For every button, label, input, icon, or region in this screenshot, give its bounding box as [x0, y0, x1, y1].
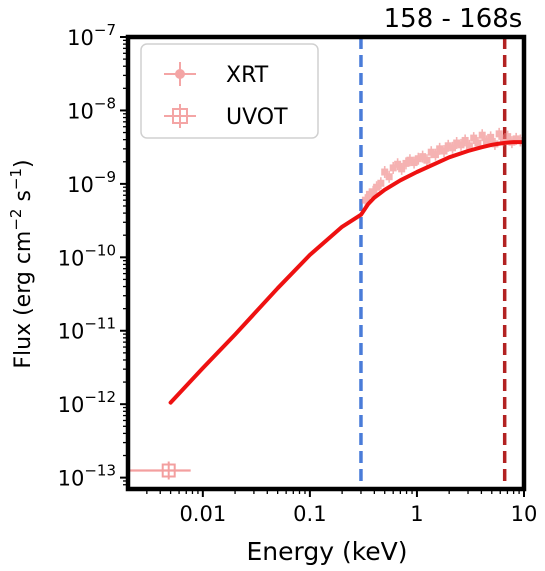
legend-marker: [164, 104, 196, 128]
y-tick-base: 10: [67, 26, 94, 50]
y-tick-label: 10−12: [58, 388, 116, 417]
xrt-point: [457, 141, 465, 149]
legend-marker-square: [172, 108, 188, 124]
xrt-point: [504, 133, 512, 141]
xrt-point: [449, 144, 457, 152]
x-tick-label: 0.1: [293, 502, 326, 526]
y-label-part: Flux (erg cm: [11, 231, 36, 369]
y-label-sup: −1: [7, 168, 25, 190]
y-tick-label: 10−8: [67, 94, 116, 123]
x-tick-label: 0.01: [179, 502, 226, 526]
xrt-point: [440, 147, 448, 155]
y-tick-label: 10−13: [58, 462, 116, 491]
xrt-point: [361, 196, 369, 204]
y-tick-label: 10−11: [58, 315, 116, 344]
xrt-point: [373, 183, 381, 191]
xrt-point: [495, 130, 503, 138]
uvot-series: [128, 461, 191, 480]
y-tick-exponent: −9: [94, 168, 116, 186]
xrt-point: [461, 136, 469, 144]
xrt-series: [361, 127, 524, 207]
y-tick-base: 10: [58, 393, 85, 417]
y-tick-base: 10: [58, 246, 85, 270]
xrt-point: [487, 133, 495, 141]
x-axis-label: Energy (keV): [246, 537, 407, 566]
x-tick-label: 10: [511, 502, 538, 526]
y-tick-exponent: −7: [94, 21, 116, 39]
axes: 0.01 0.1 1 1010−1310−1210−1110−1010−910−810…: [58, 21, 538, 526]
xrt-point: [423, 156, 431, 164]
xrt-point: [419, 153, 427, 161]
y-tick-label: 10−10: [58, 241, 116, 270]
xrt-point: [465, 142, 473, 150]
y-tick-exponent: −13: [84, 462, 116, 480]
xrt-point: [381, 168, 389, 176]
legend-box: [140, 43, 319, 139]
xrt-point: [410, 159, 418, 167]
legend-marker: [164, 62, 196, 86]
xrt-point: [377, 179, 385, 187]
y-tick-label: 10−7: [67, 21, 116, 50]
legend-label: UVOT: [226, 105, 288, 130]
legend-label: XRT: [226, 63, 269, 88]
y-tick-exponent: −8: [94, 94, 116, 112]
y-tick-base: 10: [67, 99, 94, 123]
plot-frame: [125, 34, 527, 492]
xrt-point: [474, 139, 482, 147]
model-line: [168, 140, 524, 405]
y-tick-label: 10−9: [67, 168, 116, 197]
xrt-point: [398, 165, 406, 173]
y-tick-base: 10: [58, 467, 85, 491]
xrt-point: [385, 173, 393, 181]
legend: XRT UVOT: [140, 43, 319, 139]
y-axis-label: Flux (erg cm−2 s−1): [7, 159, 36, 368]
legend-marker-point: [175, 69, 185, 79]
xrt-point: [470, 134, 478, 142]
y-tick-exponent: −11: [84, 315, 116, 333]
y-tick-exponent: −10: [84, 241, 116, 259]
x-tick-label: 1: [410, 502, 423, 526]
y-tick-base: 10: [58, 320, 85, 344]
chart-title: 158 - 168s: [384, 4, 523, 34]
xrt-point: [389, 164, 397, 172]
y-axis-label-text: Flux (erg cm−2 s−1): [7, 159, 36, 368]
xrt-point: [431, 151, 439, 159]
uvot-point: [161, 463, 176, 478]
y-label-part: s: [11, 190, 36, 208]
y-tick-base: 10: [67, 173, 94, 197]
y-label-part: ): [11, 159, 36, 168]
xrt-point: [394, 160, 402, 168]
y-label-sup: −2: [7, 209, 25, 231]
xrt-point: [478, 131, 486, 139]
y-tick-exponent: −12: [84, 388, 116, 406]
